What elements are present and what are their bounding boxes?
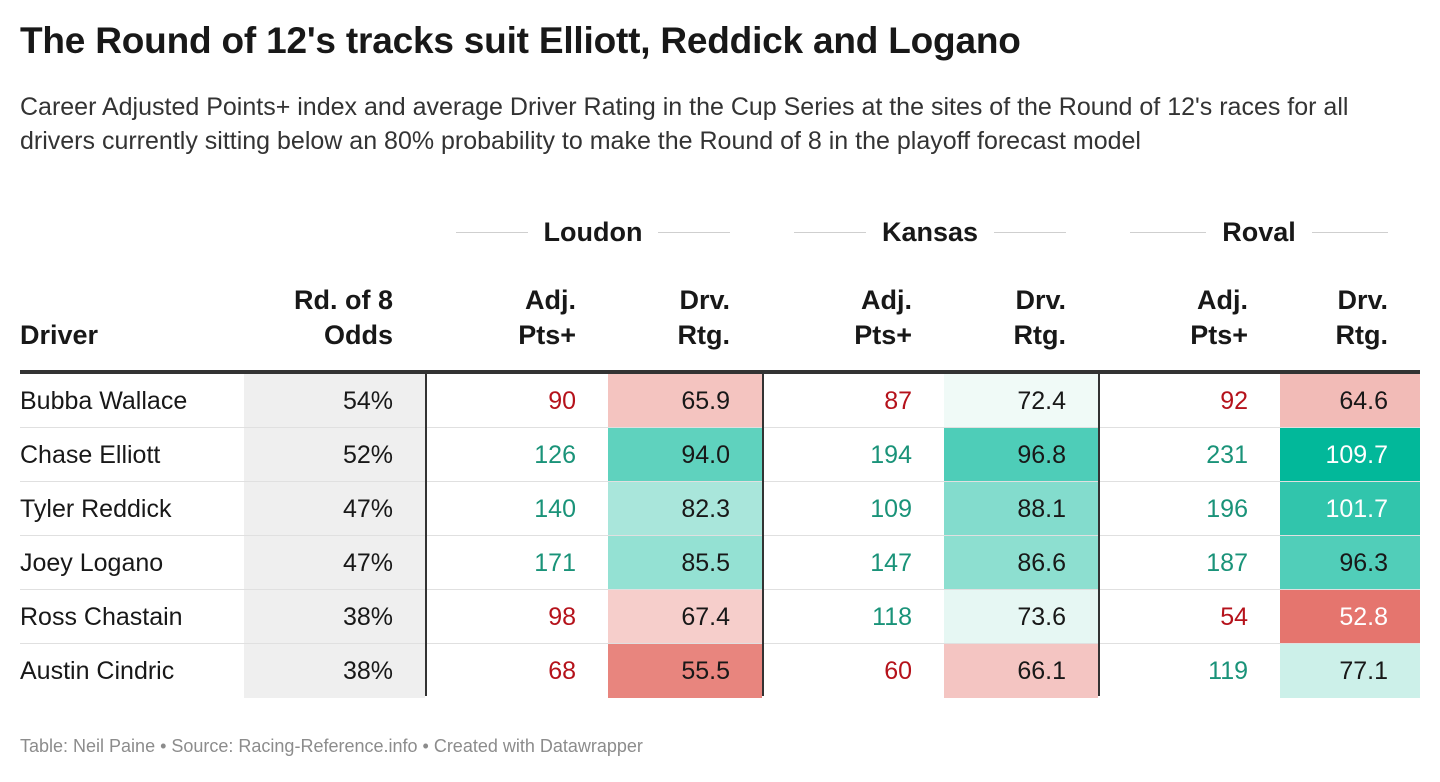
row-separator xyxy=(20,427,1420,428)
cell-kansas-drv-rtg: 86.6 xyxy=(944,536,1098,590)
group-rule xyxy=(456,231,528,233)
cell-loudon-drv-rtg: 65.9 xyxy=(608,374,762,428)
cell-kansas-adj-pts: 118 xyxy=(872,603,912,631)
chart-subtitle: Career Adjusted Points+ index and averag… xyxy=(20,93,1349,155)
cell-kansas-drv-rtg: 88.1 xyxy=(944,482,1098,536)
cell-driver: Joey Logano xyxy=(20,549,164,577)
cell-driver: Tyler Reddick xyxy=(20,495,172,523)
cell-loudon-drv-rtg: 94.0 xyxy=(608,428,762,482)
header-odds-line2: Odds xyxy=(323,320,393,350)
cell-loudon-adj-pts: 171 xyxy=(534,549,576,577)
cell-kansas-drv-rtg: 73.6 xyxy=(944,590,1098,644)
cell-roval-adj-pts: 92 xyxy=(1220,387,1248,415)
cell-kansas-adj-pts: 194 xyxy=(870,441,912,469)
cell-roval-adj-pts: 54 xyxy=(1220,603,1248,631)
header-kansas-adj-line2: Pts+ xyxy=(854,320,912,350)
column-group-roval: Roval xyxy=(1130,212,1388,252)
chart-title: The Round of 12's tracks suit Elliott, R… xyxy=(20,20,1021,61)
header-odds-line1: Rd. of 8 xyxy=(294,285,393,315)
row-separator xyxy=(20,535,1420,536)
cell-roval-adj-pts: 187 xyxy=(1206,549,1248,577)
header-loudon-drv-line1: Drv. xyxy=(679,285,730,315)
header-kansas-drv-line2: Rtg. xyxy=(1013,320,1066,350)
cell-loudon-adj-pts: 98 xyxy=(548,603,576,631)
cell-driver: Bubba Wallace xyxy=(20,387,188,415)
header-roval-drv-line2: Rtg. xyxy=(1335,320,1388,350)
cell-roval-adj-pts: 196 xyxy=(1206,495,1248,523)
column-group-loudon: Loudon xyxy=(456,212,730,252)
cell-roval-drv-rtg: 96.3 xyxy=(1280,536,1420,590)
group-label: Roval xyxy=(1222,216,1296,247)
cell-loudon-adj-pts: 126 xyxy=(534,441,576,469)
header-roval-drv-line1: Drv. xyxy=(1337,285,1388,315)
header-loudon-adj-line2: Pts+ xyxy=(518,320,576,350)
cell-kansas-drv-rtg: 72.4 xyxy=(944,374,1098,428)
cell-loudon-drv-rtg: 55.5 xyxy=(608,644,762,698)
group-rule xyxy=(1130,231,1207,233)
group-label: Loudon xyxy=(543,216,643,247)
header-driver: Driver xyxy=(20,320,99,350)
cell-kansas-adj-pts: 60 xyxy=(884,657,912,685)
cell-roval-adj-pts: 119 xyxy=(1208,657,1248,685)
chart-footer: Table: Neil Paine • Source: Racing-Refer… xyxy=(20,736,643,756)
cell-roval-drv-rtg: 52.8 xyxy=(1280,590,1420,644)
cell-kansas-drv-rtg: 96.8 xyxy=(944,428,1098,482)
header-roval-adj-line1: Adj. xyxy=(1197,285,1248,315)
cell-kansas-adj-pts: 87 xyxy=(884,387,912,415)
column-divider xyxy=(425,374,427,696)
cell-loudon-adj-pts: 90 xyxy=(548,387,576,415)
cell-odds: 47% xyxy=(244,482,425,536)
group-rule xyxy=(994,231,1066,233)
header-loudon-drv-line2: Rtg. xyxy=(677,320,730,350)
cell-odds: 54% xyxy=(244,374,425,428)
cell-roval-drv-rtg: 109.7 xyxy=(1280,428,1420,482)
cell-loudon-drv-rtg: 67.4 xyxy=(608,590,762,644)
group-rule xyxy=(794,231,866,233)
cell-roval-drv-rtg: 101.7 xyxy=(1280,482,1420,536)
cell-roval-adj-pts: 231 xyxy=(1206,441,1248,469)
cell-loudon-adj-pts: 68 xyxy=(548,657,576,685)
header-loudon-adj-line1: Adj. xyxy=(525,285,576,315)
cell-loudon-drv-rtg: 85.5 xyxy=(608,536,762,590)
column-group-kansas: Kansas xyxy=(794,212,1066,252)
cell-driver: Ross Chastain xyxy=(20,603,183,631)
header-rule xyxy=(20,370,1420,374)
cell-loudon-adj-pts: 140 xyxy=(534,495,576,523)
column-divider xyxy=(762,374,764,696)
cell-roval-drv-rtg: 77.1 xyxy=(1280,644,1420,698)
group-rule xyxy=(658,231,730,233)
cell-odds: 38% xyxy=(244,590,425,644)
cell-driver: Austin Cindric xyxy=(20,657,175,685)
cell-kansas-drv-rtg: 66.1 xyxy=(944,644,1098,698)
cell-loudon-drv-rtg: 82.3 xyxy=(608,482,762,536)
row-separator xyxy=(20,589,1420,590)
header-kansas-drv-line1: Drv. xyxy=(1015,285,1066,315)
group-rule xyxy=(1311,231,1388,233)
cell-kansas-adj-pts: 109 xyxy=(870,495,912,523)
row-separator xyxy=(20,643,1420,644)
cell-odds: 47% xyxy=(244,536,425,590)
cell-driver: Chase Elliott xyxy=(20,441,161,469)
header-roval-adj-line2: Pts+ xyxy=(1190,320,1248,350)
cell-roval-drv-rtg: 64.6 xyxy=(1280,374,1420,428)
cell-odds: 38% xyxy=(244,644,425,698)
header-kansas-adj-line1: Adj. xyxy=(861,285,912,315)
cell-kansas-adj-pts: 147 xyxy=(870,549,912,577)
column-divider xyxy=(1098,374,1100,696)
group-label: Kansas xyxy=(881,216,979,247)
row-separator xyxy=(20,481,1420,482)
cell-odds: 52% xyxy=(244,428,425,482)
